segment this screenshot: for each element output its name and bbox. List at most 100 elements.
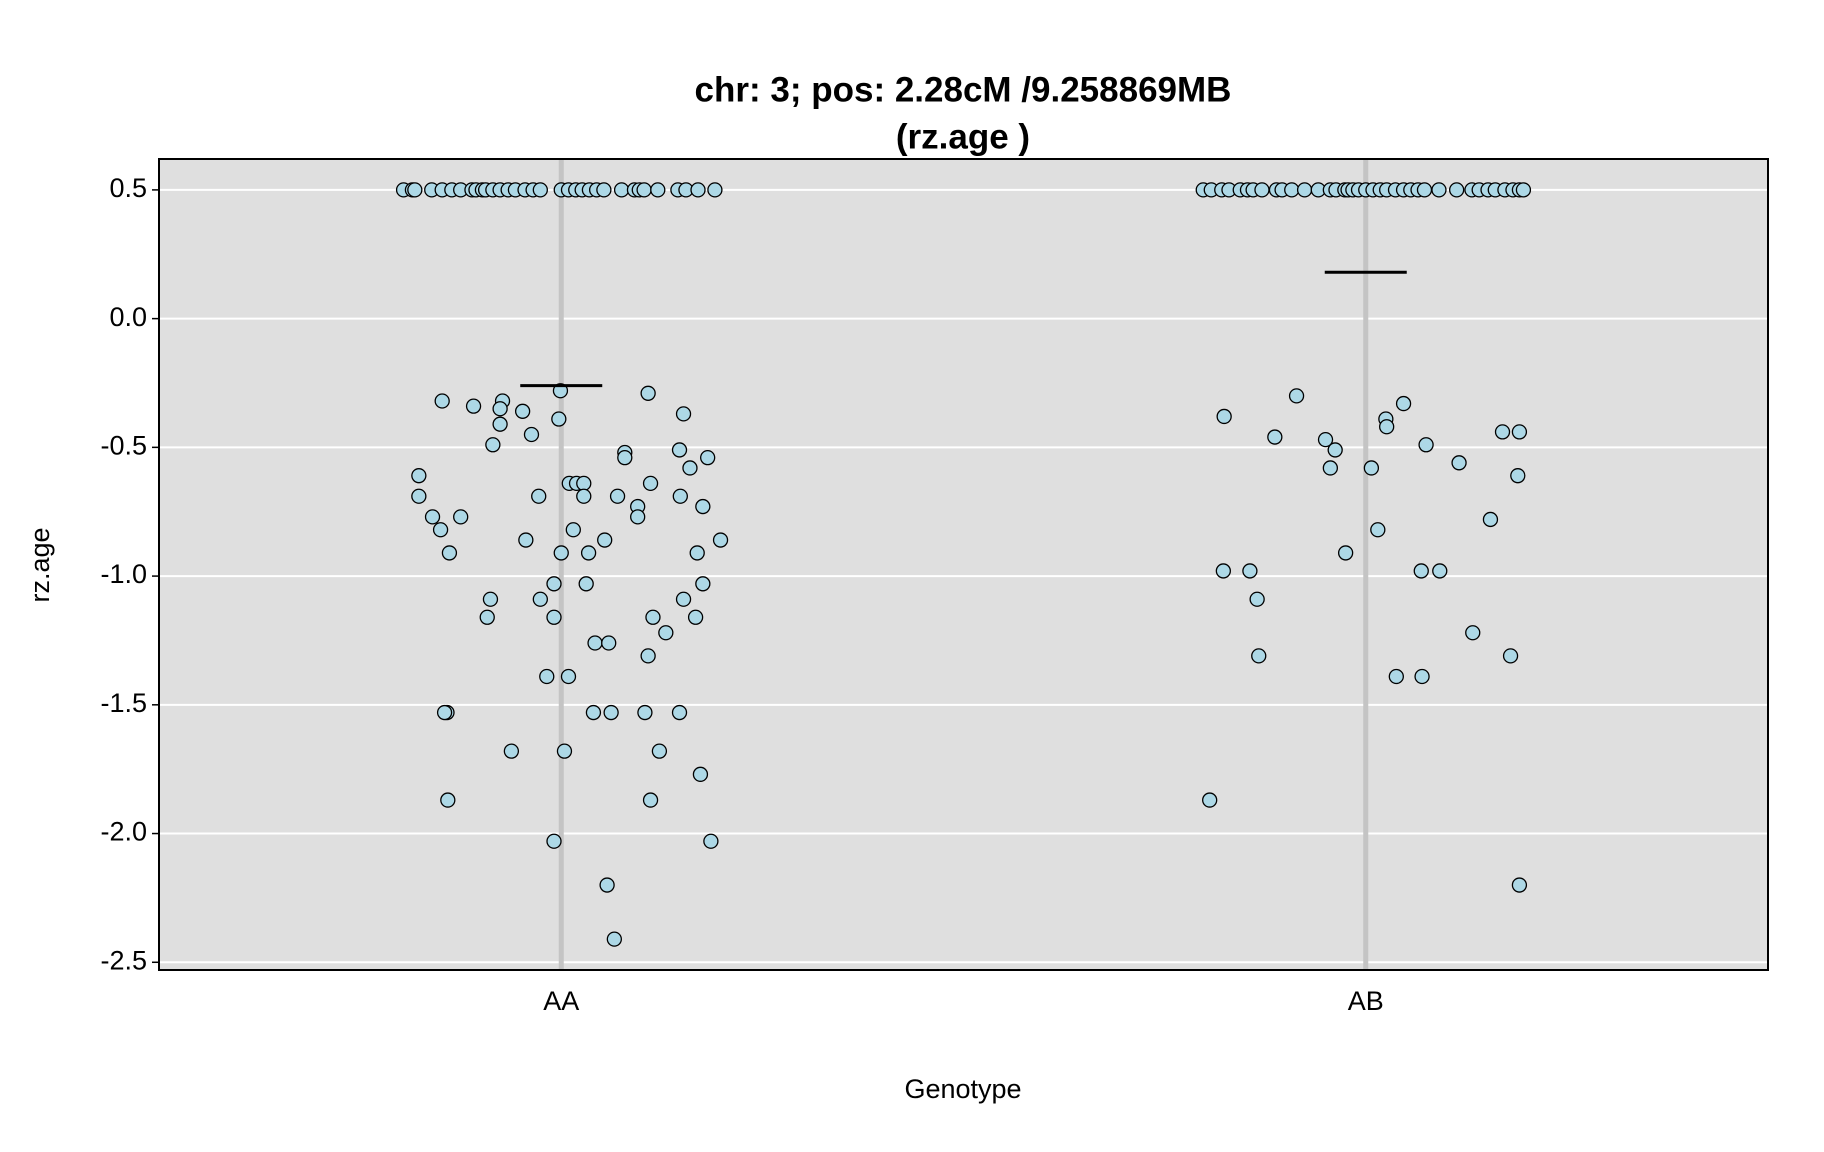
point: [1317, 431, 1334, 448]
plot-border: [158, 158, 1769, 971]
point: [1414, 668, 1430, 685]
point: [637, 704, 653, 721]
point: [482, 591, 499, 607]
point: [1379, 419, 1395, 435]
point: [1432, 563, 1448, 579]
point: [546, 609, 562, 625]
point: [703, 833, 719, 849]
point: [1431, 182, 1447, 198]
point: [1370, 522, 1386, 538]
point: [1510, 468, 1526, 484]
point: [434, 393, 450, 409]
point: [485, 437, 501, 453]
y-tick-label: -1.5: [100, 688, 147, 718]
point: [407, 182, 423, 198]
point: [599, 877, 615, 893]
point: [1254, 182, 1270, 198]
point: [432, 522, 449, 538]
plot-background: [159, 159, 1768, 970]
y-tick-label: 0.5: [109, 173, 147, 203]
point: [531, 488, 547, 504]
point: [642, 792, 659, 808]
point: [640, 385, 656, 401]
point: [651, 743, 668, 759]
point: [514, 403, 531, 419]
point: [1242, 563, 1258, 579]
point: [682, 460, 698, 476]
point: [1418, 437, 1434, 453]
point: [1511, 424, 1528, 440]
point: [576, 475, 592, 492]
point: [585, 704, 602, 721]
point: [690, 182, 706, 198]
point: [532, 182, 548, 198]
y-tick-label: -2.0: [100, 817, 147, 847]
point: [1363, 460, 1380, 476]
point: [1216, 408, 1232, 425]
point: [1482, 511, 1499, 528]
point: [1502, 648, 1519, 664]
point: [609, 488, 626, 504]
point: [1202, 792, 1218, 808]
point: [597, 532, 613, 548]
point: [424, 509, 441, 525]
point: [640, 648, 656, 664]
point: [1413, 563, 1429, 579]
point: [601, 635, 617, 651]
point: [411, 488, 427, 504]
point: [552, 383, 569, 399]
x-tick-label: AB: [1348, 986, 1384, 1016]
point: [580, 545, 597, 561]
point: [675, 406, 692, 422]
point: [441, 545, 458, 561]
y-tick-label: 0.0: [109, 302, 147, 332]
point: [603, 704, 619, 721]
point: [675, 591, 692, 607]
point: [695, 576, 711, 592]
point: [692, 766, 709, 782]
point: [671, 704, 688, 721]
point: [1327, 442, 1343, 458]
x-tick-label: AA: [543, 986, 579, 1016]
point: [560, 668, 577, 685]
y-tick-label: -1.0: [100, 559, 147, 589]
point: [523, 426, 540, 443]
point: [1215, 563, 1232, 579]
point: [1388, 668, 1404, 685]
point: [411, 468, 427, 484]
point: [503, 743, 520, 759]
point: [453, 509, 469, 525]
point: [479, 609, 495, 625]
point: [1451, 455, 1467, 471]
point: [1288, 388, 1305, 404]
point: [565, 522, 581, 538]
point: [1251, 648, 1267, 664]
y-axis-title: rz.age: [25, 527, 55, 602]
point: [1249, 591, 1265, 607]
point: [492, 401, 508, 417]
point: [606, 931, 622, 947]
point: [546, 576, 562, 592]
x-axis-title: Genotype: [904, 1074, 1021, 1104]
chart-title: chr: 3; pos: 2.28cM /9.258869MB: [695, 70, 1232, 109]
point: [1296, 182, 1313, 198]
point: [617, 450, 633, 466]
point: [712, 532, 729, 548]
point: [465, 398, 482, 414]
point: [1416, 182, 1433, 198]
point: [553, 545, 569, 561]
y-tick-label: -0.5: [100, 430, 147, 460]
point: [556, 743, 573, 759]
point: [645, 609, 661, 625]
point: [587, 635, 603, 651]
point: [1284, 182, 1300, 198]
point: [539, 668, 555, 685]
point: [492, 416, 508, 432]
point: [551, 411, 567, 427]
point: [630, 509, 646, 525]
point: [642, 475, 659, 492]
point: [436, 704, 453, 721]
point: [596, 182, 612, 198]
point: [1494, 424, 1511, 440]
